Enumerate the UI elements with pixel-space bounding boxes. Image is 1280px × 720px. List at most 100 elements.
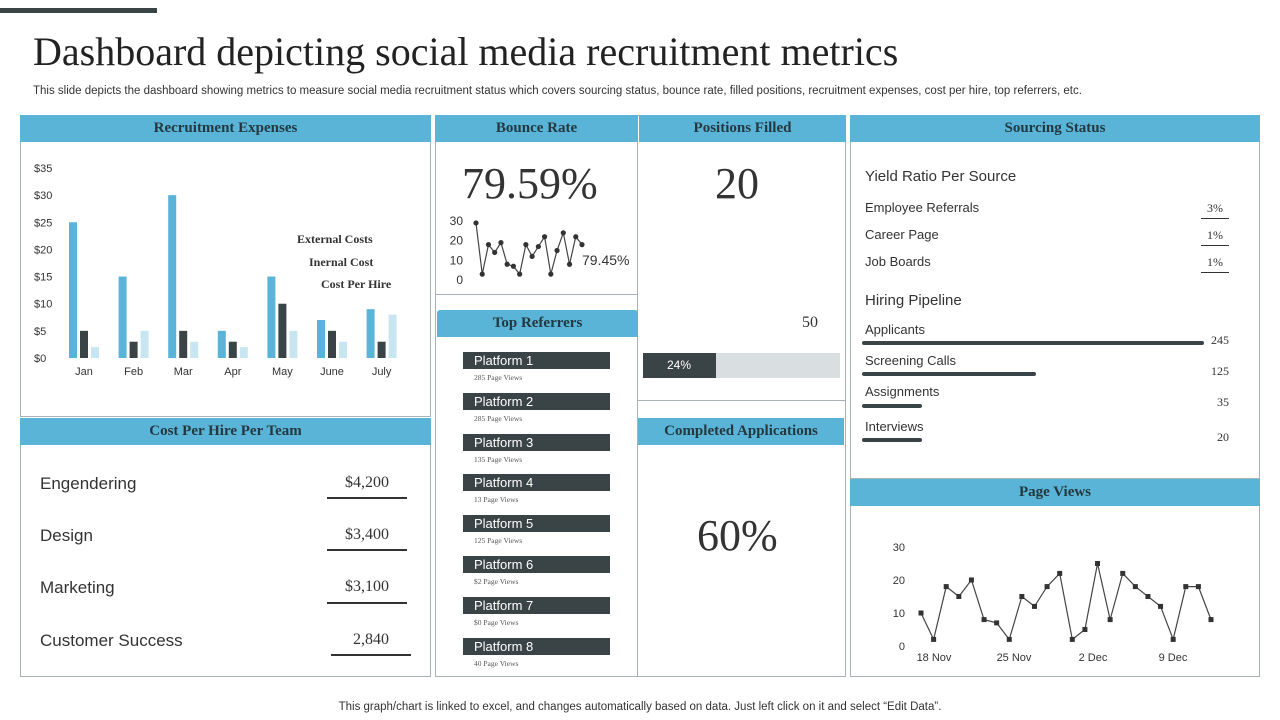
team-underline: [327, 549, 407, 551]
team-underline: [327, 497, 407, 499]
page-title: Dashboard depicting social media recruit…: [33, 29, 899, 74]
pipeline-count: 20: [1217, 430, 1229, 444]
bar-x-label: Mar: [174, 366, 193, 378]
positions-progress-label: 24%: [667, 358, 692, 372]
positions-target-value: 50: [802, 314, 818, 331]
spark-point: [548, 271, 554, 277]
footer-note: This graph/chart is linked to excel, and…: [338, 701, 942, 713]
bar-cost-per-hire: [140, 330, 149, 358]
spark-point: [541, 234, 548, 240]
spark-point: [504, 261, 510, 267]
yield-title: Yield Ratio Per Source: [865, 168, 1017, 185]
spark-point: [554, 247, 560, 254]
team-value: $4,200: [345, 474, 389, 491]
pv-point: [1158, 603, 1164, 609]
pv-x-tick: 9 Dec: [1159, 652, 1188, 664]
yield-source: Job Boards: [865, 254, 931, 269]
pv-y-tick: 20: [893, 575, 905, 587]
spark-y-tick: 0: [456, 273, 463, 287]
legend-cost-per-hire: Cost Per Hire: [321, 277, 392, 291]
spark-point: [492, 249, 498, 256]
pv-point: [918, 610, 924, 616]
bar-external-costs: [69, 222, 77, 358]
pv-point: [968, 577, 974, 583]
yield-value: 3%: [1201, 201, 1229, 219]
recruitment-expenses-chart: $0 $5 $10 $15 $20 $25 $30 $35 Jan Feb Mar Apr May Ju…: [34, 163, 397, 378]
pipeline-bar: [862, 372, 1037, 376]
bar-y-tick: $10: [34, 299, 52, 311]
pipeline-count: 125: [1211, 364, 1229, 378]
top-accent-bar: [0, 8, 157, 13]
bar-y-tick: $5: [34, 326, 46, 338]
bar-x-label: June: [320, 366, 344, 378]
pv-point: [1183, 584, 1189, 590]
team-label: Customer Success: [40, 631, 183, 650]
bar-cost-per-hire: [289, 330, 298, 358]
bar-y-tick: $35: [34, 163, 52, 175]
pv-point: [1095, 561, 1101, 566]
pipeline-bar: [862, 404, 922, 408]
recruitment-expenses-panel: [20, 115, 431, 417]
pipeline-count: 35: [1217, 395, 1229, 409]
pv-point: [1208, 617, 1214, 623]
team-label: Design: [40, 526, 93, 545]
pv-point: [1145, 594, 1151, 599]
bar-cost-per-hire: [388, 314, 397, 358]
pipeline-count: 245: [1211, 333, 1229, 347]
spark-y-tick: 20: [450, 234, 464, 248]
completed-applications-header: Completed Applications: [638, 418, 844, 445]
bar-inernal-cost: [328, 330, 336, 358]
bar-cost-per-hire: [190, 341, 199, 358]
referrer-platform: Platform 1: [463, 352, 610, 369]
bar-x-label: Jan: [75, 366, 93, 378]
bar-external-costs: [118, 276, 127, 358]
pv-point: [1195, 584, 1201, 590]
referrer-platform: Platform 3: [463, 434, 610, 451]
bar-external-costs: [168, 195, 177, 358]
team-value: 2,840: [353, 631, 389, 648]
page-subtitle: This slide depicts the dashboard showing…: [33, 85, 1082, 97]
referrer-views: $2 Page Views: [474, 577, 519, 586]
bar-inernal-cost: [80, 330, 88, 358]
bar-inernal-cost: [377, 341, 386, 358]
pv-x-tick: 18 Nov: [917, 652, 952, 664]
bar-inernal-cost: [179, 330, 188, 358]
pv-point: [1006, 636, 1012, 642]
referrer-platform: Platform 7: [463, 597, 610, 614]
sourcing-status-header: Sourcing Status: [850, 115, 1260, 142]
pv-point: [1082, 627, 1088, 632]
spark-series-line: [475, 222, 583, 276]
yield-source: Employee Referrals: [865, 200, 980, 215]
pv-point: [1019, 594, 1025, 599]
legend-internal-cost: Inernal Cost: [309, 255, 374, 269]
spark-point: [479, 271, 485, 277]
pv-point: [931, 636, 937, 642]
page-views-chart: 0 10 20 30 18 Nov 25 Nov 2 Dec 9 Dec: [893, 542, 1214, 664]
bar-y-tick: $30: [34, 190, 52, 202]
team-value: $3,100: [345, 578, 389, 595]
bar-inernal-cost: [228, 341, 237, 358]
pv-point: [1044, 584, 1050, 590]
pv-point: [1057, 570, 1063, 576]
pv-point: [1031, 603, 1037, 609]
positions-divider: [638, 400, 846, 401]
bar-cost-per-hire: [239, 347, 248, 358]
top-referrers-header: Top Referrers: [437, 310, 638, 337]
positions-progress-fill: [643, 353, 717, 378]
spark-point: [498, 240, 504, 246]
spark-point: [560, 230, 566, 236]
spark-point: [535, 243, 541, 250]
referrer-views: 13 Page Views: [474, 495, 519, 504]
yield-source: Career Page: [865, 227, 939, 242]
team-value: $3,400: [345, 526, 389, 543]
spark-point: [485, 242, 492, 248]
team-label: Engendering: [40, 474, 137, 493]
referrer-views: 285 Page Views: [474, 414, 523, 423]
bounce-rate-annotation: 79.45%: [582, 252, 630, 268]
pv-y-tick: 30: [893, 542, 905, 554]
spark-point: [510, 263, 517, 269]
team-underline: [327, 602, 407, 604]
spark-y-tick: 30: [450, 214, 464, 228]
bar-external-costs: [217, 330, 226, 358]
pipeline-stage: Interviews: [865, 419, 924, 434]
